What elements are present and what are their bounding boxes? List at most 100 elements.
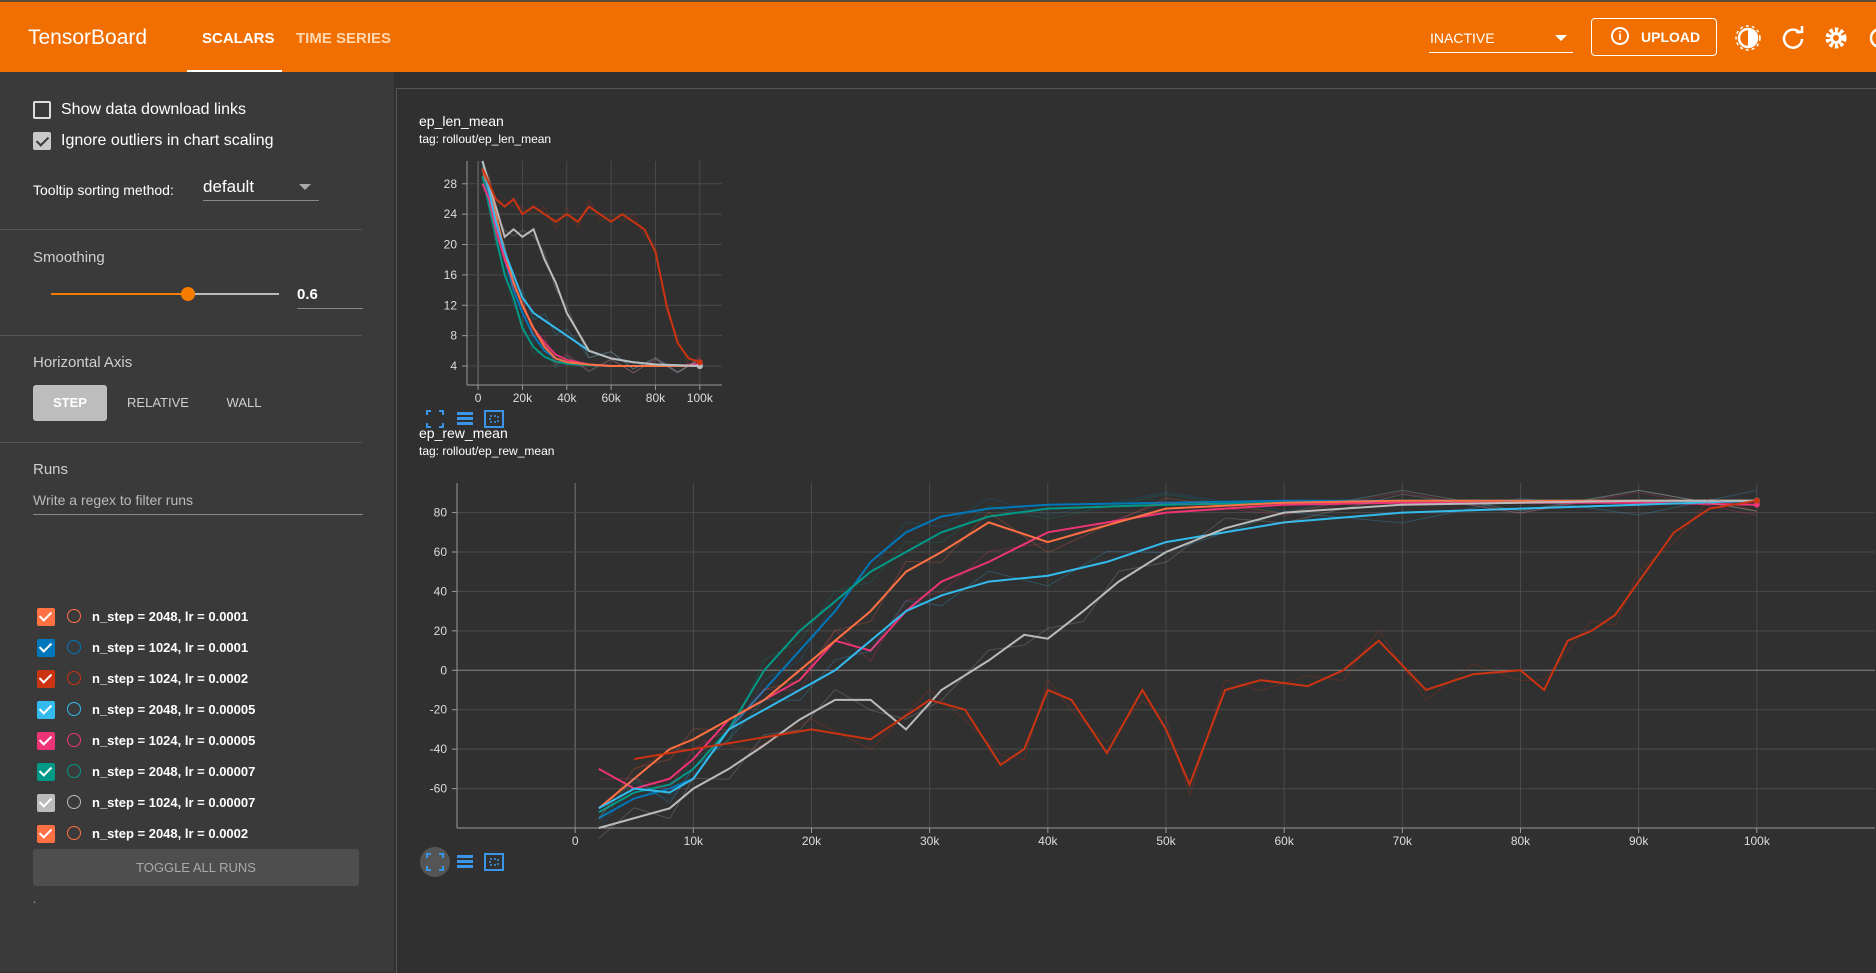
divider xyxy=(0,229,362,230)
run-label: n_step = 2048, lr = 0.00007 xyxy=(92,764,256,779)
fit-domain-icon-inner xyxy=(489,858,499,866)
inactive-plugins-select[interactable]: INACTIVE xyxy=(1429,22,1573,53)
y-tick-label: 40 xyxy=(434,584,448,598)
run-item[interactable]: n_step = 2048, lr = 0.0002 xyxy=(33,822,363,846)
fit-domain-icon[interactable] xyxy=(484,410,504,428)
run-checkbox[interactable] xyxy=(37,701,55,719)
run-item[interactable]: n_step = 1024, lr = 0.0002 xyxy=(33,667,363,691)
run-color-picker-icon[interactable] xyxy=(67,733,81,747)
y-tick-label: 4 xyxy=(450,359,457,373)
y-tick-label: 16 xyxy=(444,268,458,282)
run-color-picker-icon[interactable] xyxy=(67,640,81,654)
toggle-all-runs-button[interactable]: TOGGLE ALL RUNS xyxy=(33,849,359,886)
fit-domain-icon[interactable] xyxy=(484,853,504,871)
series-raw-line xyxy=(598,489,1757,819)
smoothing-slider-track[interactable] xyxy=(51,287,279,301)
run-color-picker-icon[interactable] xyxy=(67,826,81,840)
series-raw-line xyxy=(598,489,1757,839)
series-end-point xyxy=(1753,497,1760,504)
run-checkbox[interactable] xyxy=(37,608,55,626)
footer-dot: . xyxy=(33,892,37,906)
settings-gear-icon[interactable] xyxy=(1822,24,1850,52)
run-checkbox[interactable] xyxy=(37,639,55,657)
x-tick-label: 0 xyxy=(572,834,579,848)
tab-time-series[interactable]: TIME SERIES xyxy=(296,30,392,47)
run-item[interactable]: n_step = 2048, lr = 0.00007 xyxy=(33,760,363,784)
series-raw-line xyxy=(482,167,701,373)
run-checkbox[interactable] xyxy=(37,763,55,781)
series-raw-line xyxy=(482,190,701,374)
data-table-icon[interactable] xyxy=(457,855,473,858)
series-raw-line xyxy=(482,167,701,373)
data-table-icon[interactable] xyxy=(457,417,473,420)
fullscreen-icon[interactable] xyxy=(426,853,444,871)
series-line xyxy=(598,501,1757,790)
top-app-bar: TensorBoard SCALARS TIME SERIES INACTIVE… xyxy=(0,0,1876,73)
run-item[interactable]: n_step = 2048, lr = 0.0001 xyxy=(33,605,363,629)
run-label: n_step = 2048, lr = 0.00005 xyxy=(92,702,256,717)
run-color-picker-icon[interactable] xyxy=(67,795,81,809)
axis-wall-button[interactable]: WALL xyxy=(226,395,262,410)
show-download-links-checkbox[interactable] xyxy=(33,101,51,119)
run-item[interactable]: n_step = 1024, lr = 0.00007 xyxy=(33,791,363,815)
run-color-picker-icon[interactable] xyxy=(67,671,81,685)
x-tick-label: 30k xyxy=(920,834,940,848)
y-tick-label: -40 xyxy=(430,742,448,756)
tooltip-sort-label: Tooltip sorting method: xyxy=(33,182,174,198)
axis-relative-button[interactable]: RELATIVE xyxy=(127,395,189,410)
active-tab-indicator xyxy=(187,70,282,73)
upload-button[interactable]: i UPLOAD xyxy=(1591,18,1717,56)
divider xyxy=(0,335,362,336)
run-label: n_step = 1024, lr = 0.00007 xyxy=(92,795,256,810)
y-tick-label: -60 xyxy=(430,782,448,796)
run-item[interactable]: n_step = 1024, lr = 0.0001 xyxy=(33,636,363,660)
series-raw-line xyxy=(634,497,1757,797)
series-raw-line xyxy=(598,491,1757,790)
run-label: n_step = 2048, lr = 0.0001 xyxy=(92,609,249,624)
series-line xyxy=(481,168,701,364)
run-checkbox[interactable] xyxy=(37,670,55,688)
y-tick-label: -20 xyxy=(430,703,448,717)
run-checkbox[interactable] xyxy=(37,794,55,812)
fit-domain-icon-inner xyxy=(489,415,499,423)
run-color-picker-icon[interactable] xyxy=(67,764,81,778)
data-table-icon[interactable] xyxy=(457,412,473,415)
x-tick-label: 40k xyxy=(1038,834,1058,848)
run-item[interactable]: n_step = 2048, lr = 0.00005 xyxy=(33,698,363,722)
x-tick-label: 100k xyxy=(687,391,714,405)
x-tick-label: 100k xyxy=(1744,834,1771,848)
smoothing-input[interactable]: 0.6 xyxy=(297,280,363,309)
fullscreen-icon-bg xyxy=(420,847,450,877)
ep-rew-mean-chart[interactable]: 0 10k 20k 30k 40k 50k 60k 70k 80k 90k 100k -60 -40 -2… xyxy=(397,461,1876,973)
tooltip-sort-value: default xyxy=(203,177,255,196)
x-tick-label: 70k xyxy=(1393,834,1413,848)
y-tick-label: 20 xyxy=(444,238,458,252)
smoothing-label: Smoothing xyxy=(33,249,105,266)
run-checkbox[interactable] xyxy=(37,732,55,750)
ep-len-mean-chart[interactable]: 0 20k 40k 60k 80k 100k 4 8 12 16 20 24 28 xyxy=(397,149,797,474)
help-icon[interactable] xyxy=(1866,24,1876,52)
data-table-icon[interactable] xyxy=(457,422,473,425)
smoothing-slider-fill xyxy=(51,293,188,295)
run-checkbox[interactable] xyxy=(37,825,55,843)
card-tag-ep-len-mean: tag: rollout/ep_len_mean xyxy=(419,132,552,146)
ignore-outliers-checkbox[interactable] xyxy=(33,132,51,150)
run-color-picker-icon[interactable] xyxy=(67,609,81,623)
y-tick-label: 80 xyxy=(434,506,448,520)
run-label: n_step = 1024, lr = 0.00005 xyxy=(92,733,256,748)
refresh-icon[interactable] xyxy=(1779,24,1807,52)
y-tick-label: 12 xyxy=(444,298,458,312)
runs-filter-input[interactable]: Write a regex to filter runs xyxy=(33,484,363,515)
theme-toggle-icon[interactable] xyxy=(1734,24,1762,52)
axis-step-button[interactable]: STEP xyxy=(33,385,107,421)
run-color-picker-icon[interactable] xyxy=(67,702,81,716)
tab-scalars[interactable]: SCALARS xyxy=(202,30,275,47)
series-line xyxy=(634,499,1757,788)
run-item[interactable]: n_step = 1024, lr = 0.00005 xyxy=(33,729,363,753)
data-table-icon[interactable] xyxy=(457,860,473,863)
tooltip-sort-select[interactable]: default xyxy=(203,172,319,201)
fullscreen-icon[interactable] xyxy=(426,410,444,428)
smoothing-slider-thumb[interactable] xyxy=(180,287,195,301)
data-table-icon[interactable] xyxy=(457,865,473,868)
y-tick-label: 60 xyxy=(434,545,448,559)
